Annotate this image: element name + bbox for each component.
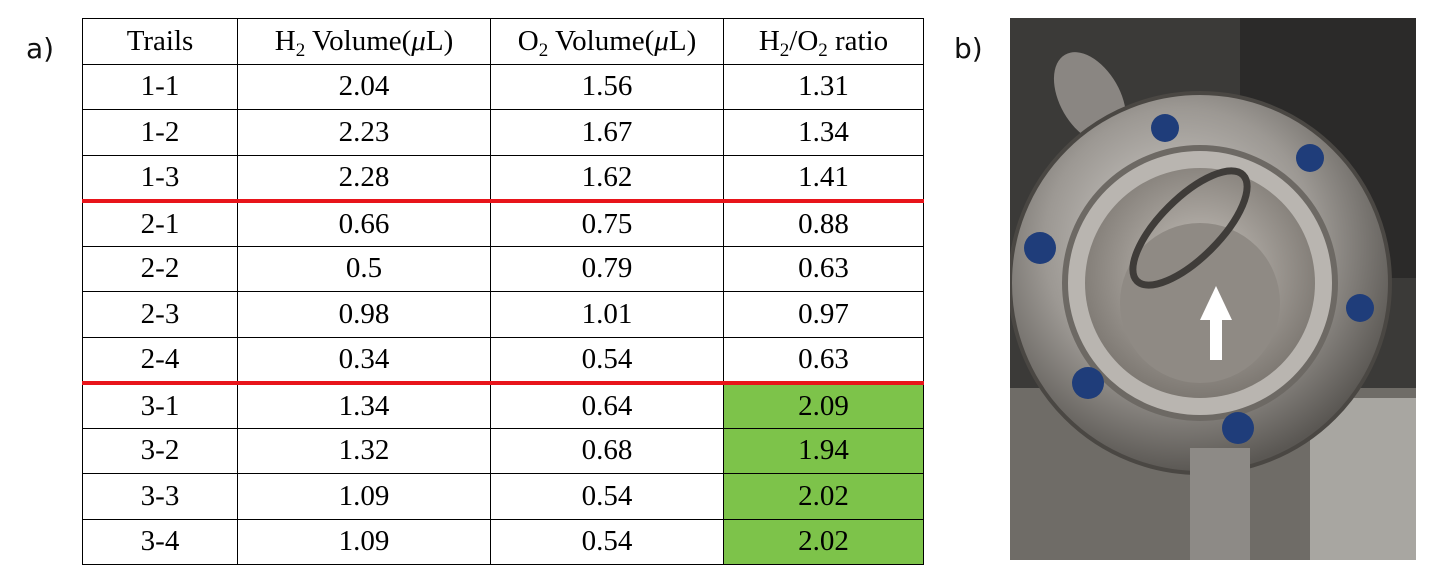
- table-row: 3-3 1.09 0.54 2.02: [82, 473, 924, 520]
- table-row: 1-2 2.23 1.67 1.34: [82, 109, 924, 156]
- header-text: H: [274, 24, 296, 57]
- table-row: 1-1 2.04 1.56 1.31: [82, 63, 924, 110]
- trial-cell: 2-3: [82, 291, 238, 338]
- value-cell: 1.01: [490, 291, 724, 338]
- table-row: 2-1 0.66 0.75 0.88: [82, 200, 924, 247]
- header-cell: H2 Volume(μL): [237, 18, 491, 65]
- trial-cell: 2-4: [82, 336, 238, 385]
- value-cell: 1.09: [237, 518, 491, 565]
- header-text: ratio: [827, 24, 889, 57]
- subscript: 2: [295, 39, 306, 61]
- value-cell: 0.54: [490, 518, 724, 565]
- value-cell: 0.63: [723, 336, 924, 385]
- value-cell: 0.75: [490, 200, 724, 247]
- panel-label: a): [26, 32, 55, 65]
- header-text: Trails: [126, 24, 194, 57]
- header-text: μ: [411, 24, 426, 57]
- value-cell: 0.79: [490, 245, 724, 292]
- value-cell: 1.94: [723, 427, 924, 474]
- value-cell: 0.54: [490, 336, 724, 385]
- header-text: μ: [654, 24, 669, 57]
- value-cell: 0.64: [490, 382, 724, 429]
- subscript: 2: [779, 39, 790, 61]
- table-row: 3-4 1.09 0.54 2.02: [82, 518, 924, 565]
- value-cell: 0.34: [237, 336, 491, 385]
- table-row: 2-4 0.34 0.54 0.63: [82, 336, 924, 385]
- value-cell: 1.09: [237, 473, 491, 520]
- value-cell: 1.31: [723, 63, 924, 110]
- subscript: 2: [818, 39, 828, 61]
- trial-cell: 1-2: [82, 109, 238, 156]
- value-cell: 1.41: [723, 154, 924, 203]
- trial-cell: 3-3: [82, 473, 238, 520]
- table-row: 3-1 1.34 0.64 2.09: [82, 382, 924, 429]
- trial-cell: 2-2: [82, 245, 238, 292]
- value-cell: 1.34: [723, 109, 924, 156]
- value-cell: 2.23: [237, 109, 491, 156]
- value-cell: 0.63: [723, 245, 924, 292]
- table-row: 3-2 1.32 0.68 1.94: [82, 427, 924, 474]
- value-cell: 1.56: [490, 63, 724, 110]
- header-cell: H2/O2 ratio: [723, 18, 924, 65]
- value-cell: 0.88: [723, 200, 924, 247]
- header-text: O: [517, 24, 539, 57]
- table-row: 2-3 0.98 1.01 0.97: [82, 291, 924, 338]
- value-cell: 1.32: [237, 427, 491, 474]
- value-cell: 0.68: [490, 427, 724, 474]
- value-cell: 0.5: [237, 245, 491, 292]
- header-text: Volume(: [305, 24, 412, 57]
- table-row: 1-3 2.28 1.62 1.41: [82, 154, 924, 203]
- value-cell: 2.04: [237, 63, 491, 110]
- value-cell: 2.02: [723, 518, 924, 565]
- value-cell: 1.62: [490, 154, 724, 203]
- value-cell: 2.28: [237, 154, 491, 203]
- table-row: 2-2 0.5 0.79 0.63: [82, 245, 924, 292]
- header-text: /O: [789, 24, 819, 57]
- subscript: 2: [538, 39, 549, 61]
- trial-cell: 2-1: [82, 200, 238, 247]
- trial-cell: 3-4: [82, 518, 238, 565]
- photo: [1010, 18, 1416, 560]
- trial-cell: 1-1: [82, 63, 238, 110]
- data-table: Trails H2 Volume(μL) O2 Volume(μL) H2/O2 ra…: [82, 18, 924, 565]
- value-cell: 1.67: [490, 109, 724, 156]
- value-cell: 1.34: [237, 382, 491, 429]
- trial-cell: 1-3: [82, 154, 238, 203]
- header-text: Volume(: [548, 24, 655, 57]
- value-cell: 2.02: [723, 473, 924, 520]
- header-text: L): [668, 24, 697, 57]
- trial-cell: 3-1: [82, 382, 238, 429]
- trial-cell: 3-2: [82, 427, 238, 474]
- panel-label: b): [954, 32, 983, 65]
- value-cell: 0.97: [723, 291, 924, 338]
- value-cell: 0.66: [237, 200, 491, 247]
- value-cell: 0.98: [237, 291, 491, 338]
- header-text: L): [425, 24, 454, 57]
- header-row: Trails H2 Volume(μL) O2 Volume(μL) H2/O2 ra…: [82, 18, 924, 65]
- value-cell: 0.54: [490, 473, 724, 520]
- header-text: H: [758, 24, 780, 57]
- header-cell: Trails: [82, 18, 238, 65]
- value-cell: 2.09: [723, 382, 924, 429]
- header-cell: O2 Volume(μL): [490, 18, 724, 65]
